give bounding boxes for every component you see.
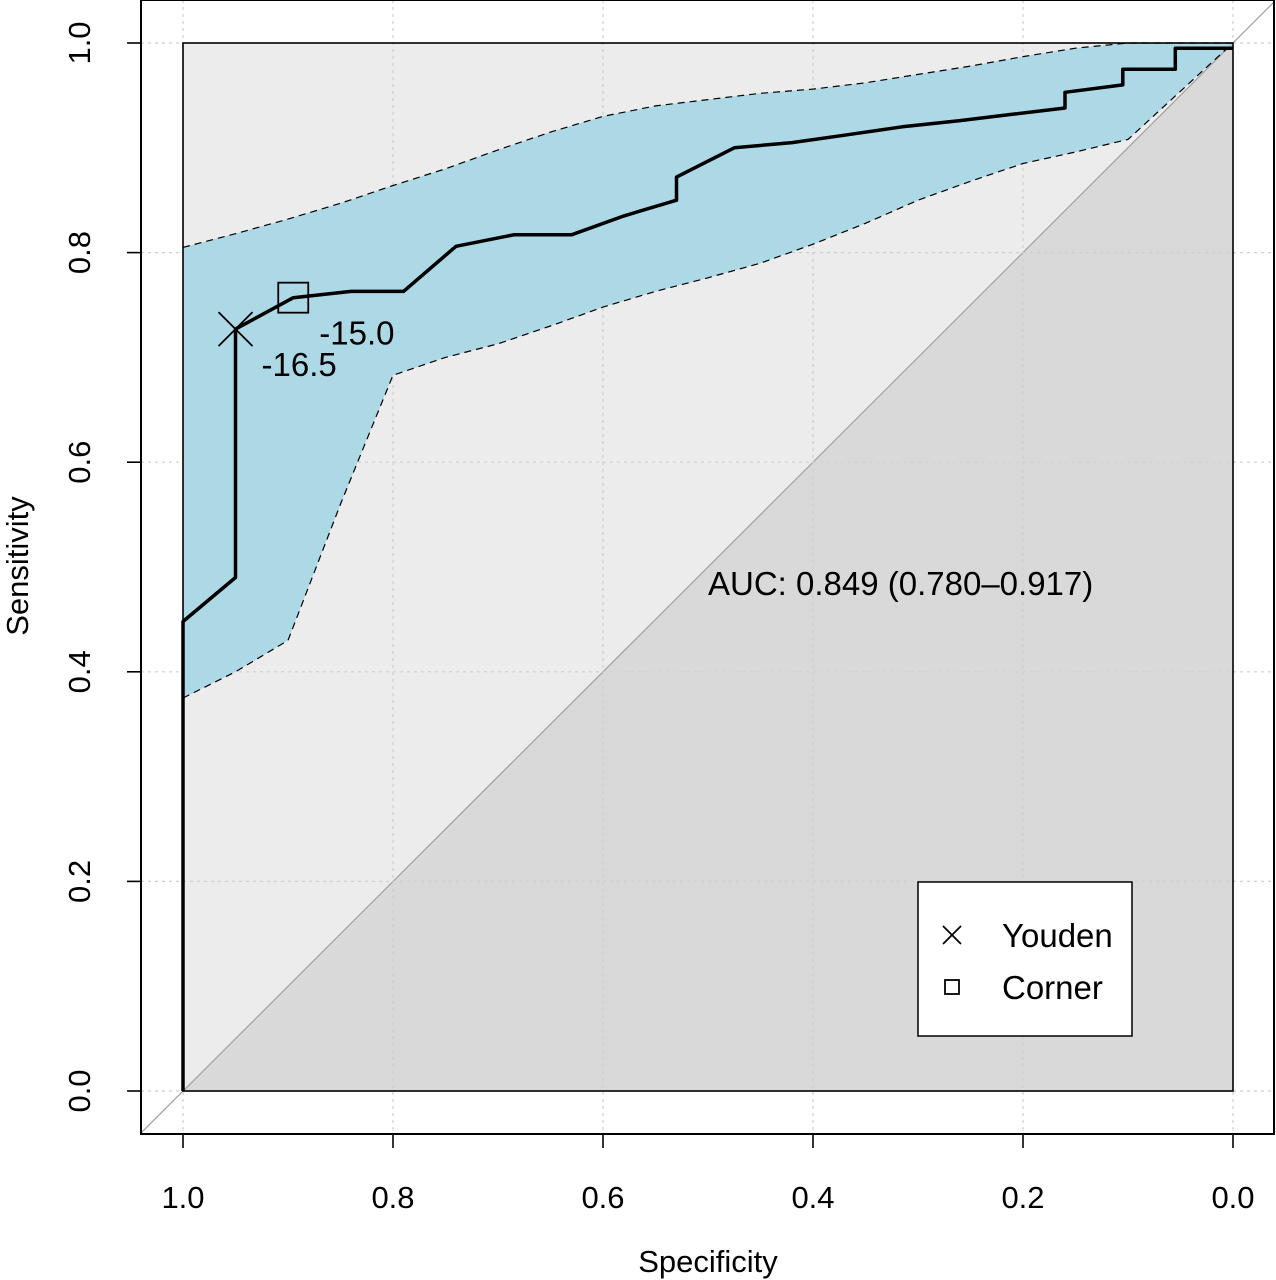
youden-cutoff-label: -16.5 [262,346,337,383]
y-tick-label: 0.6 [62,441,97,484]
legend-box [917,881,1133,1037]
y-tick-label: 0.8 [62,231,97,274]
legend: Youden Corner [917,881,1133,1037]
y-tick-label: 0.2 [62,860,97,903]
legend-label-corner: Corner [1002,969,1103,1006]
chance-diagonal [141,1,1274,1134]
ci-lower-line [182,42,1234,699]
x-tick-label: 0.4 [791,1180,834,1215]
auc-annotation: AUC: 0.849 (0.780–0.917) [708,565,1093,602]
legend-symbol-corner [944,979,960,995]
y-tick-label: 1.0 [62,21,97,64]
y-axis-title: Sensitivity [0,496,35,636]
x-tick-label: 0.0 [1211,1180,1254,1215]
legend-label-youden: Youden [1002,917,1113,954]
x-axis-title: Specificity [638,1244,778,1279]
legend-symbol-youden [942,925,962,945]
y-tick-label: 0.4 [62,650,97,693]
roc-curve [181,46,1233,1091]
plot-region-border [182,42,1234,1092]
x-tick-label: 0.2 [1001,1180,1044,1215]
corner-cutoff-label: -15.0 [319,315,394,352]
y-tick-label: 0.0 [62,1069,97,1112]
ci-upper-line [182,42,1233,248]
x-tick-label: 0.6 [581,1180,624,1215]
x-tick-label: 1.0 [161,1180,204,1215]
ci-band [183,43,1233,698]
plot-frame [140,0,1275,1135]
youden-marker [217,311,254,347]
corner-marker [277,281,310,314]
x-tick-label: 0.8 [371,1180,414,1215]
